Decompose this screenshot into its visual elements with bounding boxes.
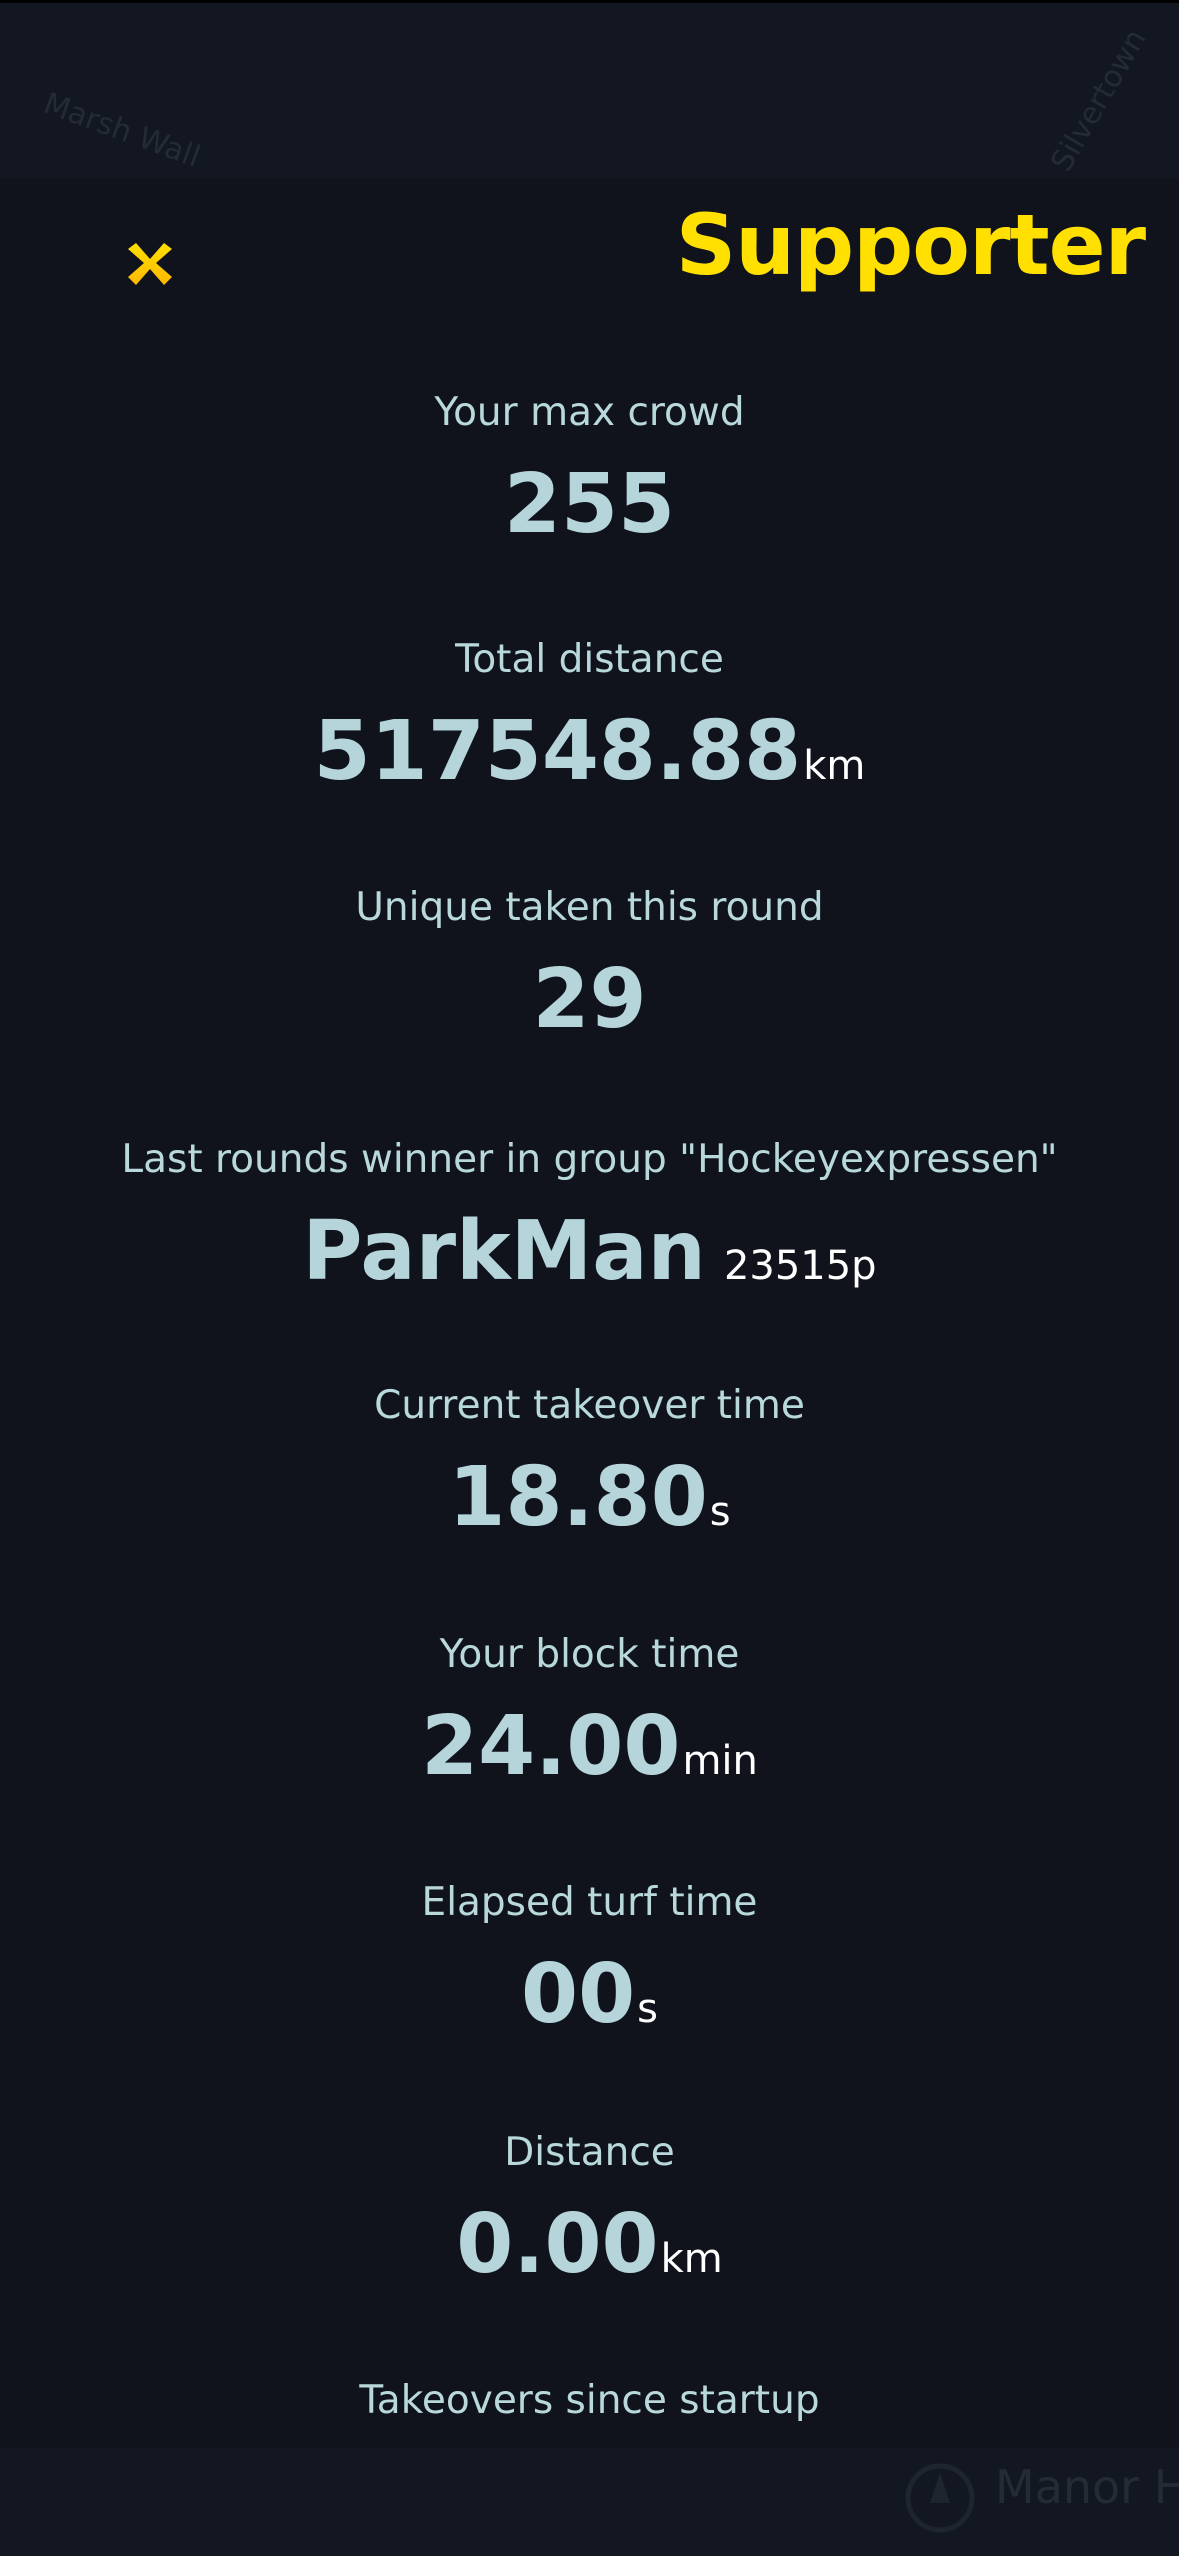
winner-points: 23515p bbox=[723, 1243, 877, 1289]
stat-value: 255 bbox=[0, 455, 1179, 555]
stat-last-winner: Last rounds winner in group "Hockeyexpre… bbox=[0, 1130, 1179, 1316]
close-x-icon bbox=[128, 243, 172, 285]
stat-number: 29 bbox=[532, 952, 647, 1047]
stat-unit: s bbox=[637, 1986, 658, 2032]
stat-unit: km bbox=[660, 2236, 723, 2282]
stat-value: 0.00km bbox=[0, 2195, 1179, 2309]
stat-max-crowd: Your max crowd 255 bbox=[0, 383, 1179, 555]
winner-name[interactable]: ParkMan bbox=[302, 1204, 706, 1299]
stat-label: Takeovers since startup bbox=[359, 2378, 820, 2423]
stat-value: 517548.88km bbox=[0, 702, 1179, 816]
close-button[interactable] bbox=[122, 235, 178, 291]
stat-label: Total distance bbox=[455, 637, 724, 682]
stat-unit: min bbox=[682, 1738, 758, 1784]
stat-takeovers-since-startup: Takeovers since startup bbox=[0, 2371, 1179, 2431]
stat-value: 18.80s bbox=[0, 1448, 1179, 1562]
page-title: Supporter bbox=[675, 196, 1146, 294]
stat-value: 00s bbox=[0, 1945, 1179, 2059]
stat-value: ParkMan 23515p bbox=[0, 1202, 1179, 1316]
stat-label: Unique taken this round bbox=[355, 885, 824, 930]
map-label: Silvertown bbox=[1044, 23, 1154, 178]
map-background-top[interactable]: Marsh Wall Silvertown bbox=[0, 3, 1179, 178]
stat-unique-taken: Unique taken this round 29 bbox=[0, 878, 1179, 1050]
stat-takeover-time: Current takeover time 18.80s bbox=[0, 1376, 1179, 1562]
stat-total-distance: Total distance 517548.88km bbox=[0, 630, 1179, 816]
stat-elapsed-turf-time: Elapsed turf time 00s bbox=[0, 1873, 1179, 2059]
stat-label: Current takeover time bbox=[374, 1383, 805, 1428]
stat-label: Distance bbox=[504, 2130, 675, 2175]
stat-number: 255 bbox=[503, 457, 676, 552]
stat-number: 24.00 bbox=[421, 1699, 681, 1794]
stat-label: Your max crowd bbox=[434, 390, 745, 435]
stat-number: 00 bbox=[521, 1947, 636, 2042]
stat-number: 517548.88 bbox=[313, 704, 802, 799]
stat-label: Elapsed turf time bbox=[421, 1880, 758, 1925]
stat-distance: Distance 0.00km bbox=[0, 2123, 1179, 2309]
stat-label: Last rounds winner in group "Hockeyexpre… bbox=[121, 1137, 1058, 1182]
stat-unit: km bbox=[803, 743, 866, 789]
stat-label: Your block time bbox=[439, 1632, 740, 1677]
park-tree-icon bbox=[905, 2463, 975, 2533]
map-background-bottom[interactable]: Manor House Gardens bbox=[0, 2448, 1179, 2556]
stat-number: 18.80 bbox=[448, 1450, 708, 1545]
stat-value: 29 bbox=[0, 950, 1179, 1050]
stat-block-time: Your block time 24.00min bbox=[0, 1625, 1179, 1811]
map-label: Manor House Gardens bbox=[995, 2460, 1179, 2514]
map-label: Marsh Wall bbox=[38, 86, 205, 175]
stat-number: 0.00 bbox=[456, 2197, 659, 2292]
stat-value: 24.00min bbox=[0, 1697, 1179, 1811]
stat-unit: s bbox=[709, 1489, 731, 1535]
status-bar bbox=[0, 0, 1179, 3]
